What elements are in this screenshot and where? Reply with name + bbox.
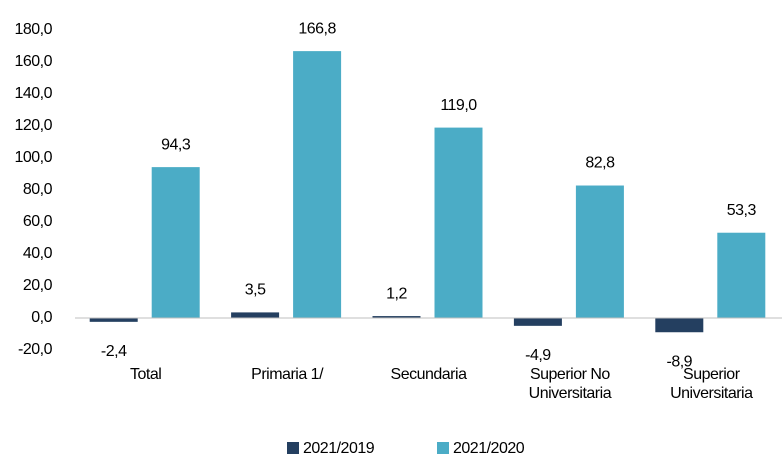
bar — [717, 232, 766, 318]
y-tick-label: 20,0 — [23, 277, 53, 294]
y-tick-label: 100,0 — [14, 149, 52, 166]
y-tick-label: -20,0 — [18, 341, 53, 358]
y-tick-label: 160,0 — [14, 53, 52, 70]
data-label: -8,9 — [667, 353, 693, 370]
x-tick-label: Secundaria — [390, 366, 467, 383]
data-label: -2,4 — [101, 343, 127, 360]
x-tick-label: Superior Universitaria — [670, 366, 753, 402]
x-tick-label: Superior No Universitaria — [528, 366, 612, 402]
legend-label: 2021/2020 — [453, 440, 525, 457]
x-tick-label: Primaria 1/ — [251, 366, 324, 383]
bar — [89, 318, 138, 322]
y-tick-label: 0,0 — [31, 309, 52, 326]
bar — [293, 51, 342, 319]
data-label: -4,9 — [525, 347, 551, 364]
bar — [513, 318, 562, 326]
bar — [655, 318, 704, 333]
y-tick-label: 40,0 — [23, 245, 53, 262]
legend-label: 2021/2019 — [303, 440, 375, 457]
data-label: 166,8 — [298, 20, 336, 37]
bar — [372, 316, 421, 318]
y-tick-label: 140,0 — [14, 85, 52, 102]
data-label: 3,5 — [245, 282, 266, 299]
y-tick-label: 120,0 — [14, 117, 52, 134]
legend-swatch — [437, 442, 449, 454]
bar — [434, 127, 483, 318]
data-label: 119,0 — [440, 97, 477, 114]
y-tick-label: 80,0 — [23, 181, 53, 198]
bar — [575, 185, 624, 318]
y-tick-label: 60,0 — [23, 213, 53, 230]
data-label: 82,8 — [585, 155, 615, 172]
data-label: 53,3 — [727, 202, 757, 219]
data-label: 94,3 — [161, 136, 191, 153]
bar — [231, 312, 280, 318]
x-tick-label: Total — [130, 366, 162, 383]
bar — [151, 167, 200, 318]
data-label: 1,2 — [386, 285, 407, 302]
y-tick-label: 180,0 — [14, 21, 52, 38]
legend-swatch — [287, 442, 299, 454]
